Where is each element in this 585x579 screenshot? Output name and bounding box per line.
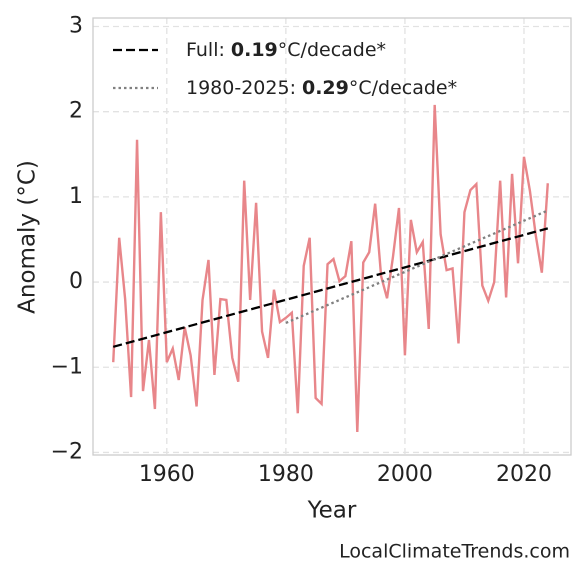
legend-label: 1980-2025: 0.29°C/decade* — [186, 77, 457, 99]
legend-text: 1980-2025: — [186, 77, 296, 99]
legend-text: 0.19 — [231, 39, 278, 61]
footer: LocalClimateTrends.com — [339, 541, 570, 563]
y-tick-label: 3 — [69, 14, 83, 39]
data-line — [112, 104, 549, 433]
trend-line — [285, 209, 549, 325]
x-tick-label: 1960 — [139, 462, 195, 487]
y-tick-label: 2 — [69, 99, 83, 124]
y-tick-label: 1 — [69, 184, 83, 209]
x-axis-label: Year — [307, 498, 357, 524]
x-tick-label: 2000 — [377, 462, 433, 487]
y-axis-label: Anomaly (°C) — [15, 160, 41, 314]
plot-frame — [92, 17, 572, 456]
legend-text: °C/decade* — [349, 77, 457, 99]
legend-text: 0.29 — [302, 77, 349, 99]
x-tick-label: 1980 — [258, 462, 314, 487]
legend-label: Full: 0.19°C/decade* — [186, 39, 386, 61]
grid — [93, 18, 571, 455]
legend-text: °C/decade* — [278, 39, 386, 61]
trend-line — [112, 227, 549, 348]
y-tick-label: −2 — [51, 439, 83, 464]
legend-text: Full: — [186, 39, 225, 61]
y-tick-label: −1 — [51, 354, 83, 379]
y-tick-label: 0 — [69, 269, 83, 294]
x-tick-label: 2020 — [496, 462, 552, 487]
